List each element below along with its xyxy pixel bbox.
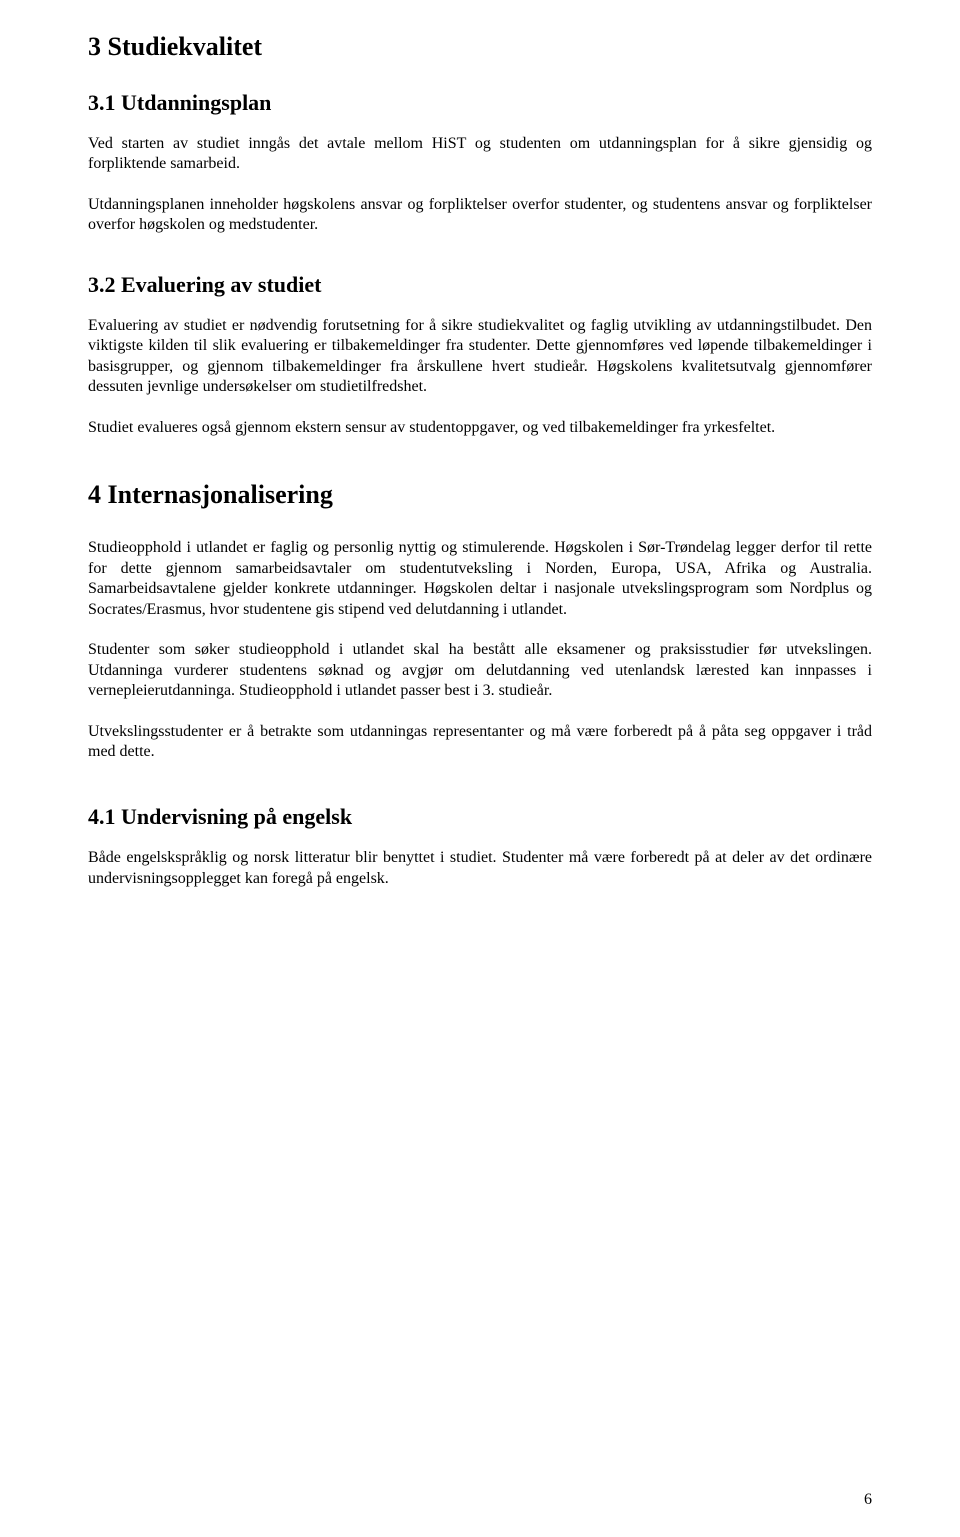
paragraph: Ved starten av studiet inngås det avtale… [88,134,872,175]
paragraph: Utdanningsplanen inneholder høgskolens a… [88,195,872,236]
heading-3-2-evaluering: 3.2 Evaluering av studiet [88,272,872,298]
paragraph: Evaluering av studiet er nødvendig forut… [88,316,872,398]
heading-4-internasjonalisering: 4 Internasjonalisering [88,480,872,510]
section-4-1: 4.1 Undervisning på engelsk Både engelsk… [88,804,872,889]
page-number: 6 [864,1491,872,1509]
section-3-2: 3.2 Evaluering av studiet Evaluering av … [88,272,872,438]
heading-3-studiekvalitet: 3 Studiekvalitet [88,32,872,62]
paragraph: Studiet evalueres også gjennom ekstern s… [88,418,872,438]
paragraph: Studenter som søker studieopphold i utla… [88,640,872,701]
paragraph: Utvekslingsstudenter er å betrakte som u… [88,722,872,763]
paragraph: Studieopphold i utlandet er faglig og pe… [88,538,872,620]
paragraph: Både engelskspråklig og norsk litteratur… [88,848,872,889]
heading-4-1-undervisning: 4.1 Undervisning på engelsk [88,804,872,830]
section-3-1: 3.1 Utdanningsplan Ved starten av studie… [88,90,872,236]
section-4: 4 Internasjonalisering Studieopphold i u… [88,480,872,762]
heading-3-1-utdanningsplan: 3.1 Utdanningsplan [88,90,872,116]
document-page: 3 Studiekvalitet 3.1 Utdanningsplan Ved … [0,0,960,1537]
